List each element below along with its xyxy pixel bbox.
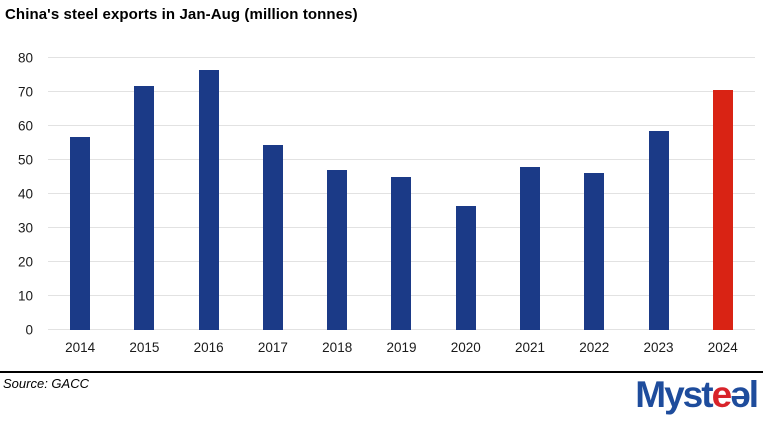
bar-slot	[241, 58, 305, 330]
bar-2020	[455, 205, 476, 330]
y-tick-label: 40	[17, 186, 33, 202]
x-axis-labels: 2014 2015 2016 2017 2018 2019 2020 2021 2022 2023…	[48, 340, 755, 355]
y-tick-label: 20	[17, 254, 33, 270]
bar-2019	[391, 177, 412, 330]
y-tick-label: 70	[17, 84, 33, 100]
bar-slot	[112, 58, 176, 330]
bar-chart-plot-area	[48, 57, 755, 330]
bar-slot	[691, 58, 755, 330]
bar-slot	[562, 58, 626, 330]
bar-2017	[262, 144, 283, 330]
y-tick-label: 10	[17, 288, 33, 304]
bar-2022	[584, 172, 605, 330]
logo-letter: e	[711, 374, 733, 415]
bar-series	[48, 58, 755, 330]
x-tick-label-2014: 2014	[65, 340, 96, 355]
bar-slot	[369, 58, 433, 330]
gridline	[48, 159, 755, 160]
x-tick-label-2023: 2023	[643, 340, 674, 355]
y-tick-label: 50	[17, 152, 33, 168]
gridline	[48, 91, 755, 92]
bar-2015	[134, 85, 155, 330]
bar-slot	[434, 58, 498, 330]
chart-title: China's steel exports in Jan-Aug (millio…	[5, 6, 358, 23]
bar-slot	[498, 58, 562, 330]
bar-2018	[327, 169, 348, 330]
y-tick-label: 0	[25, 322, 33, 338]
x-tick-label-2024: 2024	[707, 340, 738, 355]
y-tick-label: 60	[17, 118, 33, 134]
x-tick-label-2017: 2017	[257, 340, 288, 355]
source-note: Source: GACC	[3, 376, 89, 391]
logo-letter: ə	[730, 374, 751, 415]
x-tick-label-2020: 2020	[450, 340, 481, 355]
logo-letter: Myst	[635, 374, 713, 415]
x-tick-label-2015: 2015	[129, 340, 160, 355]
footer-divider	[0, 371, 763, 373]
bar-2024	[712, 89, 733, 330]
bar-slot	[626, 58, 690, 330]
bar-2021	[519, 166, 540, 330]
x-tick-label-2021: 2021	[514, 340, 546, 355]
logo-letter: l	[748, 374, 759, 415]
bar-slot	[48, 58, 112, 330]
bar-2023	[648, 131, 669, 330]
bar-slot	[177, 58, 241, 330]
y-tick-label: 30	[17, 220, 33, 236]
bar-2016	[198, 70, 219, 330]
x-tick-label-2018: 2018	[322, 340, 353, 355]
gridline	[48, 125, 755, 126]
y-tick-label: 80	[17, 50, 33, 66]
bar-2014	[70, 136, 91, 330]
y-axis-labels: 0 10 20 30 40 50 60 70 80	[0, 51, 40, 338]
gridline	[48, 57, 755, 58]
bar-slot	[305, 58, 369, 330]
mysteel-logo: Mysteəl	[635, 374, 759, 415]
x-tick-label-2019: 2019	[386, 340, 417, 355]
x-tick-label-2022: 2022	[579, 340, 610, 355]
x-tick-label-2016: 2016	[193, 340, 224, 355]
